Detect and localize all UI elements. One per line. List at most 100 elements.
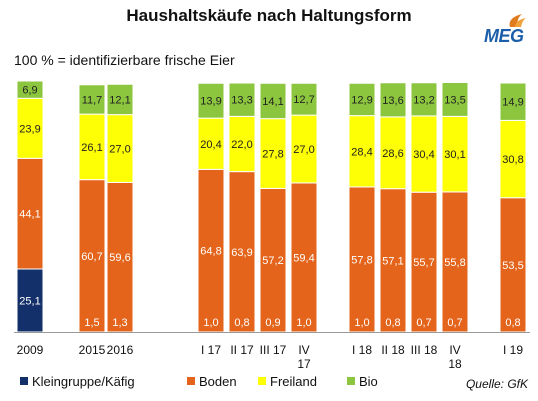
bar-segment xyxy=(106,83,134,116)
x-tick-label: II 17 xyxy=(230,343,254,357)
legend-swatch xyxy=(20,377,28,385)
data-label: 14,1 xyxy=(262,96,283,108)
chart-title: Haushaltskäufe nach Haltungsform xyxy=(126,6,412,25)
data-label: 28,6 xyxy=(382,148,403,160)
data-label: 44,1 xyxy=(19,209,40,221)
data-label: 6,9 xyxy=(22,85,37,97)
x-tick-label: IV xyxy=(449,343,460,357)
bar-segment xyxy=(410,82,438,117)
bar-segment xyxy=(348,186,376,333)
x-tick-label: 18 xyxy=(448,357,462,371)
bar-segment xyxy=(197,82,225,119)
legend-label: Bio xyxy=(359,374,378,389)
legend-item: Bio xyxy=(347,374,378,389)
legend-label: Freiland xyxy=(270,374,317,389)
bar-segment xyxy=(379,82,407,118)
x-tick-label: 17 xyxy=(297,357,311,371)
x-tick-label: I 19 xyxy=(503,343,523,357)
data-label-bottom: 0,7 xyxy=(416,317,431,329)
data-label: 12,7 xyxy=(293,94,314,106)
data-label: 55,8 xyxy=(444,257,465,269)
bar-segment xyxy=(228,82,256,117)
bar-segment xyxy=(290,82,318,116)
x-tick-label: 2009 xyxy=(17,343,44,357)
bar-segment xyxy=(78,179,106,333)
bar-segment xyxy=(259,118,287,189)
legend-swatch xyxy=(187,377,195,385)
bar-segment xyxy=(106,114,134,183)
data-label-bottom: 0,7 xyxy=(447,317,462,329)
bar-segment xyxy=(16,97,44,159)
bar-segment xyxy=(197,168,225,333)
meg-logo: MEG xyxy=(484,12,530,46)
x-tick-label: I 17 xyxy=(201,343,221,357)
x-tick-label: IV xyxy=(298,343,309,357)
legend-item: Boden xyxy=(187,374,237,389)
bar-segment xyxy=(499,82,527,121)
bar-segment xyxy=(379,188,407,333)
data-label: 27,8 xyxy=(262,149,283,161)
bar-segment xyxy=(441,191,469,333)
logo-flame-icon xyxy=(509,14,526,27)
data-label: 13,5 xyxy=(444,94,465,106)
legend-item: Freiland xyxy=(258,374,317,389)
data-label: 12,9 xyxy=(351,94,372,106)
data-label-bottom: 0,8 xyxy=(234,317,249,329)
bar-segment xyxy=(441,115,469,193)
bar-segment xyxy=(78,113,106,181)
bar-segment xyxy=(499,197,527,333)
data-label: 30,8 xyxy=(502,154,523,166)
bar-segment xyxy=(16,80,44,99)
data-label: 25,1 xyxy=(19,295,40,307)
data-label-bottom: 1,0 xyxy=(203,317,218,329)
bar-segment xyxy=(16,157,44,270)
x-tick-label: III 17 xyxy=(260,343,287,357)
data-label-bottom: 1,0 xyxy=(296,317,311,329)
data-label: 22,0 xyxy=(231,139,252,151)
chart-subtitle: 100 % = identifizierbare frische Eier xyxy=(14,52,235,68)
data-label: 27,0 xyxy=(293,144,314,156)
data-label-bottom: 1,5 xyxy=(84,317,99,329)
data-label: 30,1 xyxy=(444,149,465,161)
data-label: 13,2 xyxy=(413,94,434,106)
data-label: 60,7 xyxy=(81,251,102,263)
data-label-bottom: 0,9 xyxy=(265,317,280,329)
bar-segment xyxy=(78,84,106,115)
data-label: 30,4 xyxy=(413,149,434,161)
data-label: 13,3 xyxy=(231,95,252,107)
data-label-bottom: 1,0 xyxy=(354,317,369,329)
bar-segment xyxy=(410,191,438,333)
data-label: 63,9 xyxy=(231,247,252,259)
bar-segment xyxy=(106,181,134,333)
data-label: 28,4 xyxy=(351,146,372,158)
data-label: 57,2 xyxy=(262,255,283,267)
data-label: 12,1 xyxy=(109,94,130,106)
data-label: 27,0 xyxy=(109,144,130,156)
bar-segment xyxy=(228,171,256,333)
data-label: 13,6 xyxy=(382,95,403,107)
x-tick-label: 2015 xyxy=(79,343,106,357)
data-label: 26,1 xyxy=(81,142,102,154)
data-label-bottom: 1,3 xyxy=(112,317,127,329)
data-label: 59,4 xyxy=(293,252,314,264)
data-label: 20,4 xyxy=(200,139,221,151)
data-label: 11,7 xyxy=(82,94,103,106)
bar-segment xyxy=(259,82,287,120)
bar-segment xyxy=(441,82,469,117)
x-tick-label: III 18 xyxy=(411,343,438,357)
bar-segment xyxy=(410,115,438,193)
data-label-bottom: 0,8 xyxy=(385,317,400,329)
legend-swatch xyxy=(347,377,355,385)
x-tick-label: I 18 xyxy=(352,343,372,357)
data-label: 59,6 xyxy=(109,252,130,264)
data-label-bottom: 0,8 xyxy=(505,317,520,329)
data-label: 23,9 xyxy=(19,123,40,135)
logo-text: MEG xyxy=(484,26,524,46)
x-tick-label: 2016 xyxy=(107,343,134,357)
data-label: 13,9 xyxy=(200,96,221,108)
data-label: 57,8 xyxy=(351,254,372,266)
legend-label: Kleingruppe/Käfig xyxy=(32,374,135,389)
bar-segment xyxy=(197,117,225,170)
legend-swatch xyxy=(258,377,266,385)
